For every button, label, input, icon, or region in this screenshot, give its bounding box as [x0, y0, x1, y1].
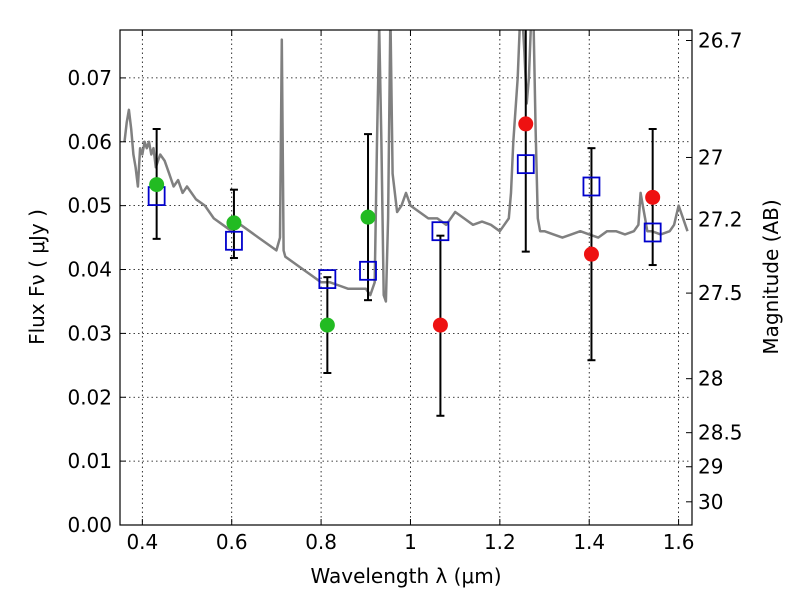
y-tick-label: 0.02 [67, 385, 112, 409]
mag-tick-label: 30 [698, 490, 723, 514]
model-point-square [359, 260, 377, 281]
observed-point-red [432, 317, 448, 333]
model-point-square [516, 154, 535, 175]
x-tick-label: 1.6 [663, 530, 695, 554]
y-tick-label: 0.01 [67, 449, 112, 473]
model-point-square [643, 222, 662, 243]
grid [120, 30, 692, 526]
y-tick-label: 0.03 [67, 321, 112, 345]
model-point-square [582, 176, 601, 197]
mag-tick-label: 27.5 [698, 281, 743, 305]
plot-frame [119, 29, 693, 526]
x-axis-label: Wavelength λ (μm) [310, 564, 501, 588]
observed-point-green [226, 215, 242, 231]
observed-point-green [149, 177, 165, 193]
y-tick-label: 0.06 [67, 130, 112, 154]
x-tick-label: 1 [404, 530, 417, 554]
mag-tick-label: 27 [698, 145, 723, 169]
mag-tick-label: 28 [698, 367, 723, 391]
x-tick-label: 0.8 [305, 530, 337, 554]
y-tick-label: 0.00 [67, 513, 112, 537]
x-tick-label: 0.4 [126, 530, 158, 554]
spectrum-line [123, 30, 689, 303]
observed-point-green [319, 317, 335, 333]
mag-tick-label: 26.7 [698, 28, 743, 52]
y-tick-label: 0.07 [67, 66, 112, 90]
y-tick-label: 0.04 [67, 258, 112, 282]
x-tick-label: 1.2 [484, 530, 516, 554]
x-tick-label: 0.6 [216, 530, 248, 554]
observed-point-red [645, 189, 661, 205]
model-point-square [318, 269, 337, 289]
plot-area [123, 30, 689, 417]
y2-axis-label: Magnitude (AB) [759, 199, 783, 354]
model-point-square [225, 230, 243, 251]
x-tick-label: 1.4 [573, 530, 605, 554]
observed-point-red [583, 246, 599, 262]
axes: 0.4 0.6 0.8 1 1.2 1.4 1.6 0.00 0.01 0.02 0.03 0.04 0… [67, 28, 742, 554]
y-tick-label: 0.05 [67, 194, 112, 218]
observed-point-red [518, 116, 534, 132]
y-axis-label: Flux Fν ( μJy ) [25, 209, 49, 345]
model-point-square [431, 221, 450, 242]
mag-tick-label: 29 [698, 455, 723, 479]
mag-tick-label: 27.2 [698, 207, 743, 231]
observed-point-green [360, 209, 376, 225]
mag-tick-label: 28.5 [698, 421, 743, 445]
